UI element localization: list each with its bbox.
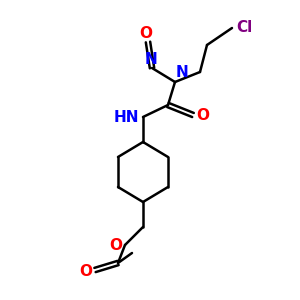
Text: O: O — [79, 263, 92, 278]
Text: N: N — [176, 65, 189, 80]
Text: HN: HN — [113, 110, 139, 124]
Text: O: O — [140, 26, 152, 41]
Text: O: O — [109, 238, 122, 253]
Text: Cl: Cl — [236, 20, 252, 34]
Text: N: N — [145, 52, 158, 67]
Text: O: O — [196, 107, 209, 122]
